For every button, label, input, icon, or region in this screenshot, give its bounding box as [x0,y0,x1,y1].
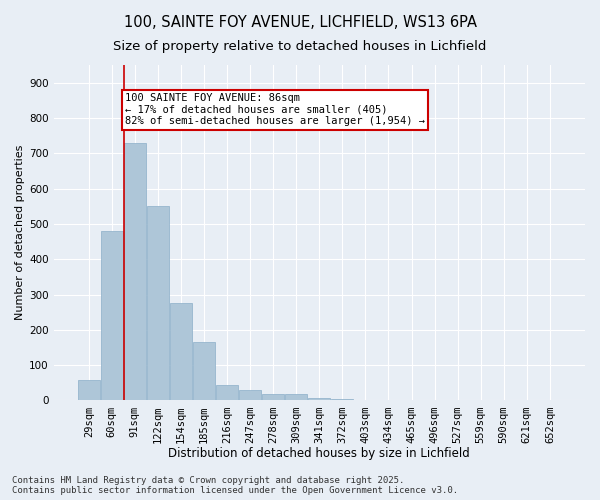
Text: 100 SAINTE FOY AVENUE: 86sqm
← 17% of detached houses are smaller (405)
82% of s: 100 SAINTE FOY AVENUE: 86sqm ← 17% of de… [125,94,425,126]
Text: 100, SAINTE FOY AVENUE, LICHFIELD, WS13 6PA: 100, SAINTE FOY AVENUE, LICHFIELD, WS13 … [124,15,476,30]
Bar [262,394,284,400]
Bar [286,394,307,400]
Bar [170,304,192,400]
Bar [331,398,353,400]
Bar [124,142,146,400]
Text: Contains HM Land Registry data © Crown copyright and database right 2025.
Contai: Contains HM Land Registry data © Crown c… [12,476,458,495]
Text: Size of property relative to detached houses in Lichfield: Size of property relative to detached ho… [113,40,487,53]
X-axis label: Distribution of detached houses by size in Lichfield: Distribution of detached houses by size … [169,447,470,460]
Bar [147,206,169,400]
Y-axis label: Number of detached properties: Number of detached properties [15,145,25,320]
Bar [101,231,123,400]
Bar [78,380,100,400]
Bar [216,386,238,400]
Bar [308,398,330,400]
Bar [239,390,261,400]
Bar [193,342,215,400]
